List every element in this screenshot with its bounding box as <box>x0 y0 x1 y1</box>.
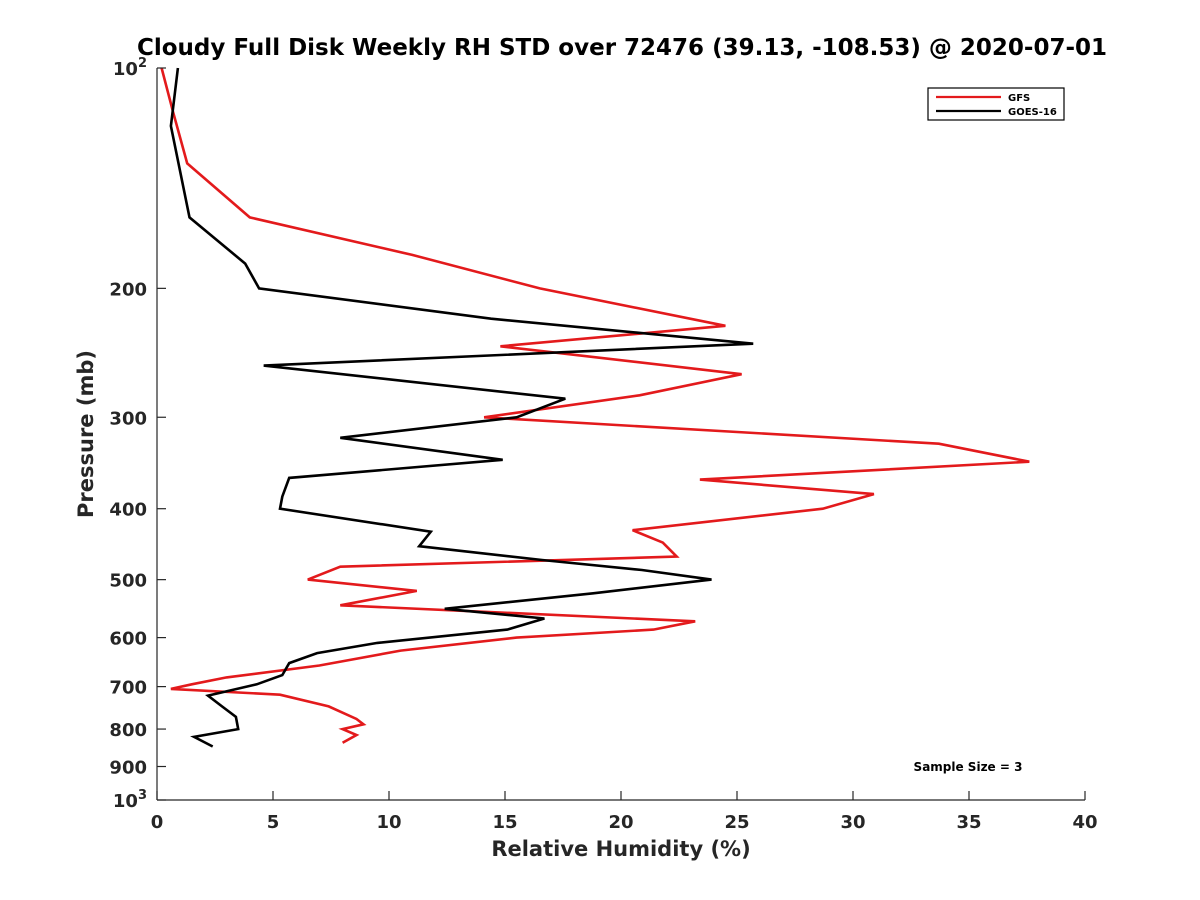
y-tick-label: 800 <box>109 720 147 741</box>
x-ticks: 0 5 10 15 20 25 30 35 40 <box>151 791 1098 833</box>
x-tick-label: 40 <box>1072 812 1097 833</box>
y-tick-label: 200 <box>109 279 147 300</box>
y-tick-label: 102 <box>113 56 147 80</box>
y-tick-label: 700 <box>109 678 147 699</box>
x-tick-label: 0 <box>151 812 164 833</box>
legend-gfs-label: GFS <box>1008 93 1030 104</box>
legend: GFS GOES-16 <box>927 87 1065 121</box>
legend-goes16-label: GOES-16 <box>1008 107 1057 118</box>
y-axis-label: Pressure (mb) <box>74 350 98 518</box>
sample-size-annotation: Sample Size = 3 <box>914 760 1023 774</box>
y-tick-label: 500 <box>109 571 147 592</box>
y-tick-label: 900 <box>109 758 147 779</box>
y-tick-label: 600 <box>109 629 147 650</box>
x-tick-label: 20 <box>608 812 633 833</box>
series-line-goes-16 <box>169 67 754 748</box>
x-tick-label: 30 <box>840 812 865 833</box>
plot-lines <box>160 67 1030 748</box>
x-tick-label: 10 <box>376 812 401 833</box>
chart-title: Cloudy Full Disk Weekly RH STD over 7247… <box>137 35 1107 61</box>
y-tick-label: 300 <box>109 408 147 429</box>
y-ticks: 102 200 300 400 500 600 700 800 900 103 <box>109 56 166 812</box>
x-tick-label: 5 <box>267 812 280 833</box>
y-tick-label: 400 <box>109 500 147 521</box>
series-line-gfs <box>160 67 1030 744</box>
x-tick-label: 35 <box>956 812 981 833</box>
x-tick-label: 15 <box>492 812 517 833</box>
x-tick-label: 25 <box>724 812 749 833</box>
y-tick-label: 103 <box>113 788 147 812</box>
legend-box <box>927 87 1065 121</box>
x-axis-label: Relative Humidity (%) <box>491 837 750 861</box>
